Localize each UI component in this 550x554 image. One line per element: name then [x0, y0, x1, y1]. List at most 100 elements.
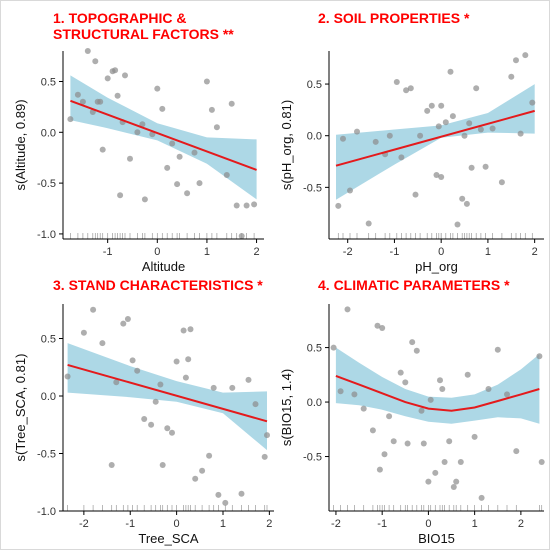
data-point: [344, 306, 351, 313]
data-point: [99, 146, 106, 153]
data-point: [504, 391, 510, 398]
x-tick-label: -1: [377, 518, 387, 530]
data-point: [164, 425, 171, 432]
data-point: [173, 358, 180, 365]
data-point: [482, 163, 489, 170]
data-point: [252, 401, 259, 408]
data-point: [513, 448, 520, 455]
data-point: [176, 153, 183, 160]
data-point: [228, 100, 235, 107]
x-tick-label: 0: [174, 518, 180, 530]
data-point: [351, 391, 358, 398]
data-point: [386, 413, 393, 420]
data-point: [196, 180, 203, 187]
data-point: [398, 154, 405, 161]
x-tick-label: -1: [125, 518, 135, 530]
data-point: [453, 478, 460, 485]
x-tick-label: 1: [204, 246, 210, 258]
data-point: [369, 427, 376, 434]
data-point: [433, 172, 440, 178]
data-point: [457, 459, 464, 465]
data-point: [386, 132, 393, 139]
data-point: [498, 179, 505, 186]
y-tick-label: -0.5: [37, 449, 56, 461]
data-point: [330, 344, 337, 351]
x-tick-label: 2: [518, 518, 524, 530]
data-point: [446, 438, 453, 445]
data-point: [337, 388, 344, 395]
fit-line: [335, 374, 540, 412]
data-point: [477, 126, 484, 133]
data-point: [463, 200, 470, 207]
x-tick-label: 2: [266, 518, 272, 530]
data-point: [420, 440, 427, 447]
data-point: [251, 201, 258, 208]
y-tick-label: -0.5: [303, 452, 322, 464]
y-axis-label: s(pH_org, 0.81): [279, 100, 294, 190]
data-point: [522, 52, 529, 59]
data-point: [114, 92, 121, 99]
data-point: [450, 484, 457, 490]
data-point: [79, 98, 86, 105]
data-point: [335, 202, 342, 209]
y-axis-label: s(BIO15, 1.4): [279, 369, 294, 446]
data-point: [203, 78, 210, 85]
data-point: [478, 494, 485, 501]
data-point: [159, 105, 166, 112]
data-point: [264, 432, 270, 439]
data-point: [191, 149, 198, 156]
panel-title: 3. STAND CHARACTERISTICS *: [53, 277, 263, 293]
data-point: [529, 99, 536, 106]
data-point: [397, 369, 404, 376]
y-tick-label: -0.5: [37, 178, 56, 190]
data-point: [141, 196, 148, 203]
data-point: [141, 416, 148, 422]
y-axis-label: s(Tree_SCA, 0.81): [13, 354, 28, 462]
y-tick-label: -0.5: [303, 182, 322, 194]
data-point: [245, 376, 252, 383]
data-point: [112, 67, 119, 74]
data-point: [84, 48, 91, 54]
x-tick-label: -1: [390, 246, 400, 258]
data-point: [223, 172, 230, 178]
data-point: [92, 58, 99, 65]
data-point: [438, 102, 445, 109]
data-point: [169, 140, 176, 147]
data-point: [376, 466, 383, 473]
data-point: [354, 128, 360, 135]
data-point: [169, 429, 175, 436]
data-point: [454, 221, 461, 228]
data-point: [139, 121, 146, 128]
data-point: [360, 405, 367, 412]
data-point: [381, 451, 388, 458]
data-point: [74, 91, 81, 98]
panel-title: STRUCTURAL FACTORS **: [53, 26, 234, 42]
data-point: [508, 73, 515, 80]
data-point: [417, 132, 424, 139]
data-point: [222, 499, 229, 506]
x-tick-label: -2: [79, 518, 89, 530]
data-point: [238, 490, 245, 497]
data-point: [108, 462, 115, 468]
y-tick-label: 0.0: [41, 127, 56, 139]
data-point: [464, 371, 471, 378]
fit-line: [70, 99, 257, 171]
data-point: [159, 462, 166, 468]
y-tick-label: -1.0: [37, 506, 56, 518]
data-point: [192, 475, 199, 482]
data-point: [117, 192, 124, 199]
data-point: [229, 384, 236, 391]
data-point: [413, 347, 420, 354]
x-tick-label: 2: [532, 246, 538, 258]
data-point: [407, 85, 414, 92]
fit-line: [335, 109, 535, 167]
y-tick-label: 0.0: [307, 131, 322, 143]
x-axis-label: Altitude: [142, 259, 185, 274]
data-point: [427, 396, 434, 403]
data-point: [129, 357, 136, 364]
data-point: [261, 453, 268, 460]
panel-title: 1. TOPOGRAPHIC &: [53, 10, 187, 26]
data-point: [447, 68, 454, 75]
y-tick-label: 0.0: [307, 397, 322, 409]
data-point: [494, 346, 501, 353]
